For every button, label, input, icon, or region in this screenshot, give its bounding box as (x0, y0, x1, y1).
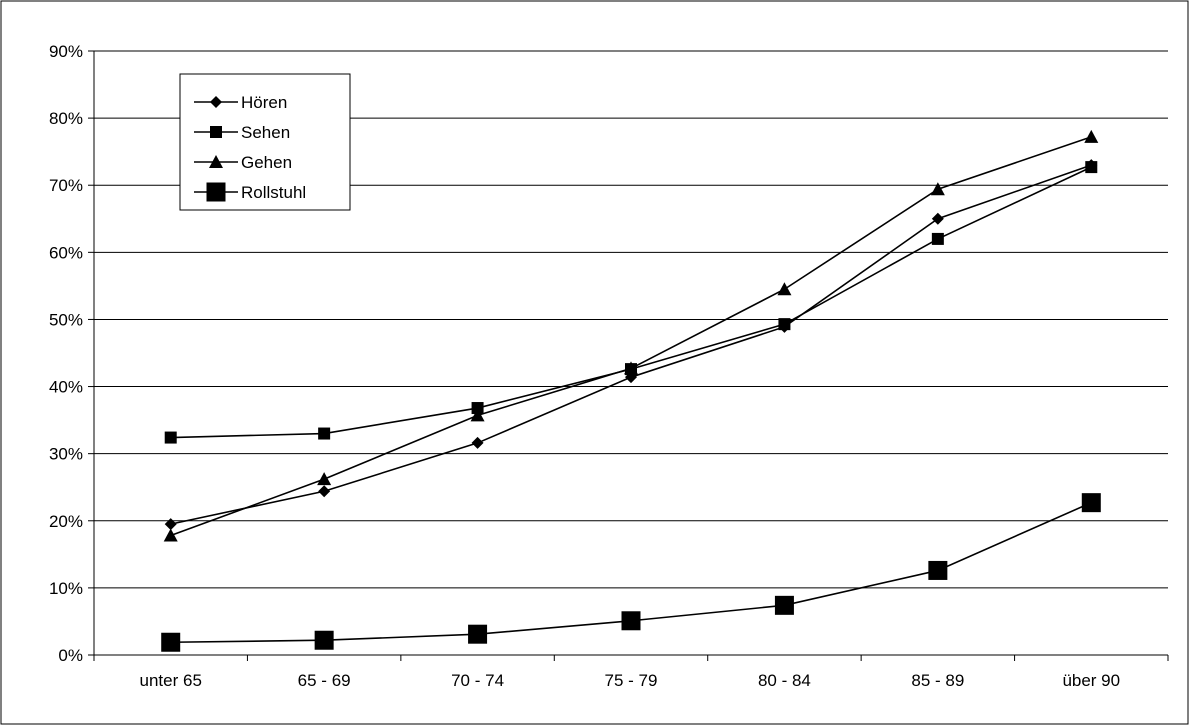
data-point-gehen (470, 408, 485, 422)
x-tick-label: unter 65 (140, 671, 202, 690)
data-point-rollstuhl (468, 624, 488, 644)
series-rollstuhl (161, 493, 1101, 652)
y-tick-label: 70% (49, 176, 83, 195)
legend-label: Rollstuhl (241, 183, 306, 202)
data-point-gehen (624, 361, 638, 375)
y-tick-label: 80% (49, 109, 83, 128)
data-point-hoeren (164, 518, 177, 531)
data-point-sehen (318, 427, 331, 440)
legend-marker-sehen (210, 126, 222, 138)
y-tick-label: 40% (49, 378, 83, 397)
legend-marker-gehen (209, 155, 223, 168)
x-tick-label: über 90 (1062, 671, 1120, 690)
y-tick-label: 10% (49, 579, 83, 598)
x-axis-tick-labels: unter 65 65 - 69 70 - 74 75 - 79 80 - 84 85 -… (140, 671, 1121, 690)
data-point-gehen (930, 182, 945, 196)
legend-label: Hören (241, 93, 287, 112)
data-point-rollstuhl (161, 632, 181, 652)
y-tick-label: 30% (49, 445, 83, 464)
series-gehen (163, 129, 1099, 542)
data-series (161, 129, 1101, 652)
legend-entry-gehen: Gehen (194, 153, 292, 172)
data-point-sehen (778, 318, 791, 331)
data-point-rollstuhl (928, 560, 948, 580)
legend-label: Gehen (241, 153, 292, 172)
data-point-rollstuhl (621, 611, 641, 631)
data-point-hoeren (471, 436, 484, 449)
x-tick-label: 85 - 89 (911, 671, 964, 690)
data-point-sehen (471, 402, 484, 415)
data-point-rollstuhl (1081, 493, 1101, 513)
data-point-hoeren (931, 212, 944, 225)
legend-marker-rollstuhl (206, 182, 226, 202)
y-tick-label: 90% (49, 42, 83, 61)
legend-entry-hoeren: Hören (194, 93, 287, 112)
legend: Hören Sehen Gehen Rollstuhl (179, 73, 351, 211)
legend-label: Sehen (241, 123, 290, 142)
y-tick-label: 50% (49, 310, 83, 329)
axes (88, 50, 1169, 661)
data-point-hoeren (318, 485, 331, 498)
legend-marker-hoeren (210, 96, 222, 108)
x-tick-label: 80 - 84 (758, 671, 811, 690)
y-tick-label: 20% (49, 512, 83, 531)
x-tick-label: 70 - 74 (451, 671, 504, 690)
data-point-gehen (1084, 129, 1099, 143)
data-point-gehen (163, 528, 178, 542)
y-tick-label: 0% (58, 646, 83, 665)
y-axis-tick-labels: 0% 10% 20% 30% 40% 50% 60% 70% 80% 90% (49, 42, 83, 665)
data-point-rollstuhl (314, 630, 334, 650)
data-point-gehen (317, 472, 332, 486)
data-point-rollstuhl (774, 595, 794, 615)
y-tick-label: 60% (49, 243, 83, 262)
data-point-sehen (1085, 161, 1098, 174)
legend-entry-rollstuhl: Rollstuhl (194, 182, 306, 202)
data-point-gehen (777, 282, 792, 296)
data-point-sehen (164, 431, 177, 444)
legend-entry-sehen: Sehen (194, 123, 290, 142)
data-point-sehen (931, 232, 944, 245)
x-tick-label: 75 - 79 (605, 671, 658, 690)
x-tick-label: 65 - 69 (298, 671, 351, 690)
